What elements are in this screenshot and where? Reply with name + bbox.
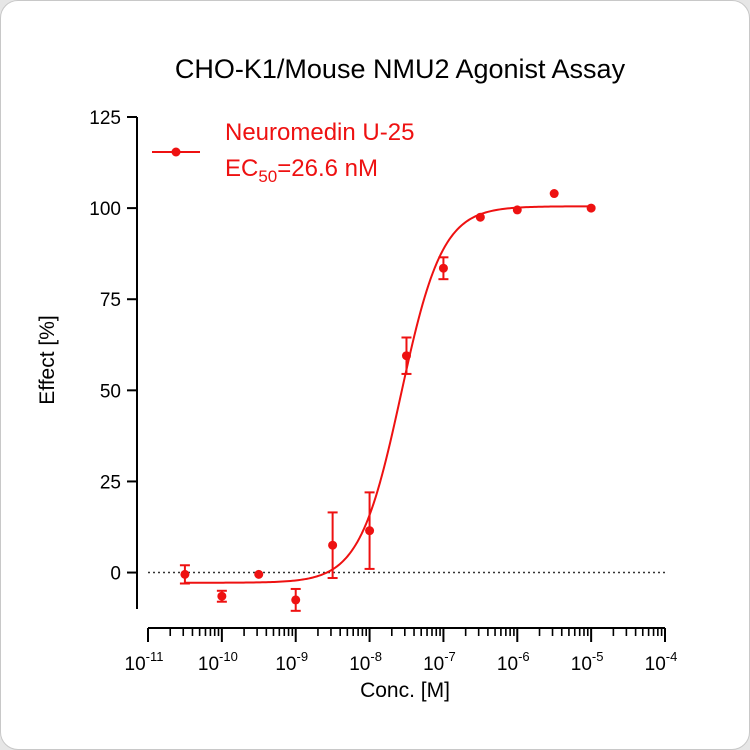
- x-tick-exponent: -8: [370, 649, 382, 664]
- data-point: [401, 351, 411, 361]
- x-tick-label: 10-10: [198, 649, 238, 675]
- data-point: [180, 569, 190, 579]
- y-axis-label: Effect [%]: [36, 315, 59, 405]
- x-tick-label: 10-11: [125, 649, 164, 675]
- x-tick-label: 10-5: [571, 649, 604, 675]
- data-point: [438, 263, 448, 273]
- data-point: [217, 591, 227, 601]
- x-tick-exponent: -7: [444, 649, 456, 664]
- data-point: [475, 212, 485, 222]
- data-point: [549, 189, 559, 199]
- x-tick-base: 10: [349, 654, 370, 675]
- ec50-value: =26.6 nM: [277, 155, 378, 182]
- x-tick-label: 10-8: [349, 649, 382, 675]
- y-tick-label: 125: [89, 108, 121, 129]
- data-point: [254, 569, 264, 579]
- y-tick-label: 75: [100, 290, 121, 311]
- x-tick-exponent: -4: [666, 649, 678, 664]
- x-tick-label: 10-9: [275, 649, 308, 675]
- x-tick-base: 10: [275, 654, 296, 675]
- x-tick-base: 10: [645, 654, 666, 675]
- x-tick-base: 10: [125, 654, 146, 675]
- x-tick-base: 10: [571, 654, 592, 675]
- legend-ec50: EC50=26.6 nM: [225, 155, 378, 186]
- legend-marker: [171, 147, 181, 157]
- x-tick-label: 10-4: [645, 649, 678, 675]
- x-tick-label: 10-6: [497, 649, 530, 675]
- x-tick-label: 10-7: [423, 649, 456, 675]
- ec50-subscript: 50: [258, 167, 277, 186]
- data-point: [328, 540, 338, 550]
- x-tick-exponent: -9: [297, 649, 309, 664]
- y-tick-label: 50: [100, 381, 121, 402]
- legend: Neuromedin U-25 EC50=26.6 nM: [152, 119, 414, 186]
- x-tick-exponent: -11: [146, 649, 164, 664]
- data-point: [512, 205, 522, 215]
- x-tick-base: 10: [497, 654, 518, 675]
- data-point: [586, 203, 596, 213]
- x-axis-label: Conc. [M]: [360, 679, 450, 702]
- plot-area: [148, 189, 665, 612]
- y-tick-label: 25: [100, 472, 121, 493]
- x-tick-base: 10: [198, 654, 219, 675]
- x-tick-base: 10: [423, 654, 444, 675]
- y-tick-label: 0: [110, 564, 121, 585]
- y-tick-label: 100: [89, 199, 121, 220]
- fit-curve: [184, 205, 592, 584]
- x-tick-exponent: -10: [219, 649, 238, 664]
- x-tick-exponent: -6: [518, 649, 530, 664]
- data-point: [291, 595, 301, 605]
- legend-label: Neuromedin U-25: [225, 119, 414, 146]
- ec50-prefix: EC: [225, 155, 258, 182]
- x-tick-exponent: -5: [592, 649, 604, 664]
- data-point: [365, 526, 375, 536]
- chart-title: CHO-K1/Mouse NMU2 Agonist Assay: [175, 54, 626, 84]
